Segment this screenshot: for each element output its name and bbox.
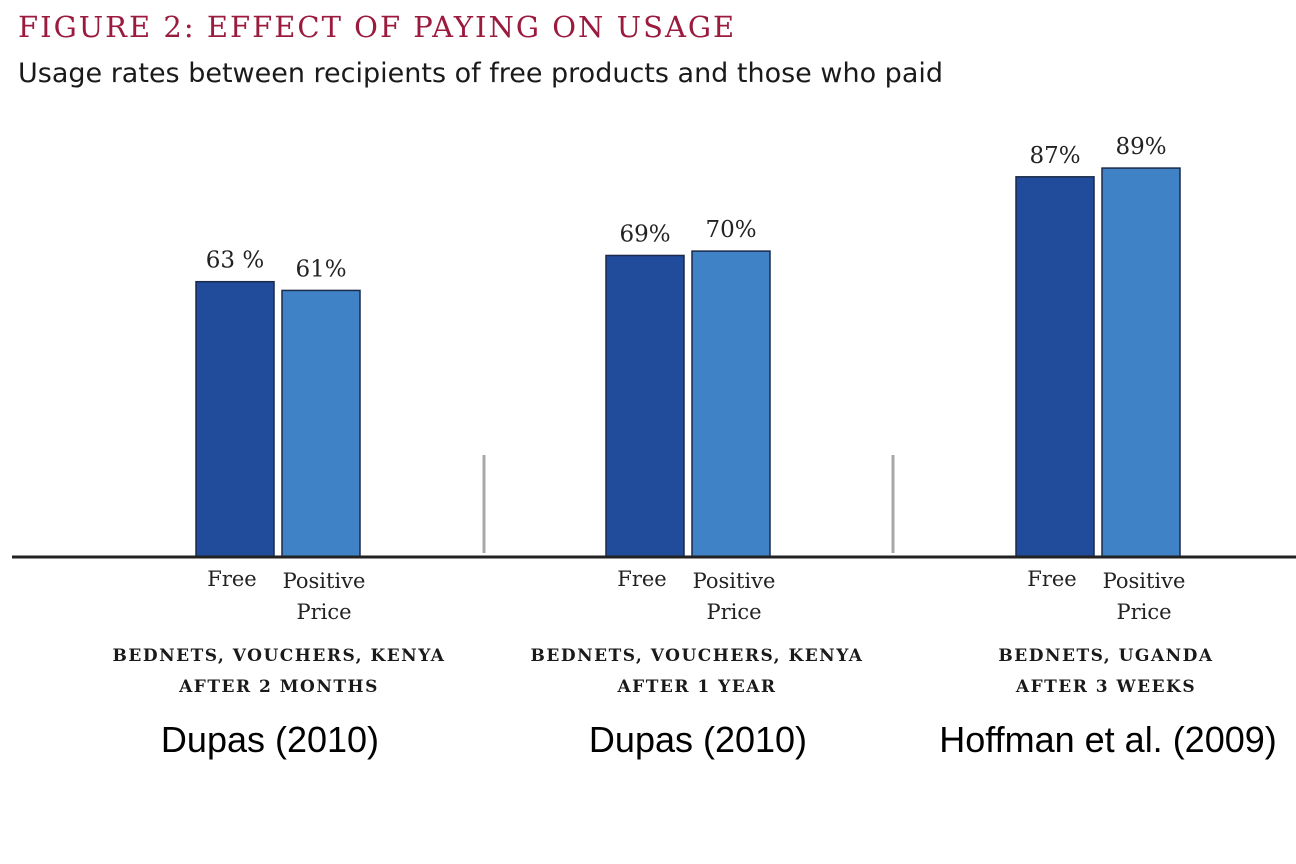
bar-value-label: 61% — [295, 256, 346, 282]
bar-value-label: 69% — [619, 221, 670, 247]
citation-label: Dupas (2010) — [589, 719, 807, 760]
group-label-line1: BEDNETS, VOUCHERS, KENYA — [113, 646, 446, 666]
figure-title: FIGURE 2: EFFECT OF PAYING ON USAGE — [18, 10, 737, 44]
bar-free — [195, 280, 275, 558]
category-label: Positive Price — [1103, 569, 1186, 624]
group-label-line2: AFTER 1 YEAR — [616, 677, 776, 697]
citation-label: Hoffman et al. (2009) — [939, 719, 1277, 760]
bar-free — [605, 254, 685, 558]
bar-positive-price — [281, 289, 361, 558]
category-label: Positive Price — [693, 569, 776, 624]
category-label: Free — [207, 567, 256, 591]
group-label-line2: AFTER 2 MONTHS — [178, 677, 379, 697]
bar-value-label: 87% — [1029, 143, 1080, 169]
category-label: Positive Price — [283, 569, 366, 624]
bar-value-label: 89% — [1115, 134, 1166, 160]
figure-subtitle: Usage rates between recipients of free p… — [18, 58, 944, 89]
category-label: Free — [1027, 567, 1076, 591]
bar-positive-price — [1101, 167, 1181, 558]
group-label-line1: BEDNETS, VOUCHERS, KENYA — [531, 646, 864, 666]
bar-free — [1015, 176, 1095, 558]
category-label: Free — [617, 567, 666, 591]
group-label-line1: BEDNETS, UGANDA — [998, 646, 1213, 666]
bar-value-label: 63 % — [206, 248, 264, 274]
group-label-line2: AFTER 3 WEEKS — [1015, 677, 1196, 697]
citation-label: Dupas (2010) — [161, 719, 379, 760]
bar-value-label: 70% — [705, 217, 756, 243]
bar-positive-price — [691, 250, 771, 558]
